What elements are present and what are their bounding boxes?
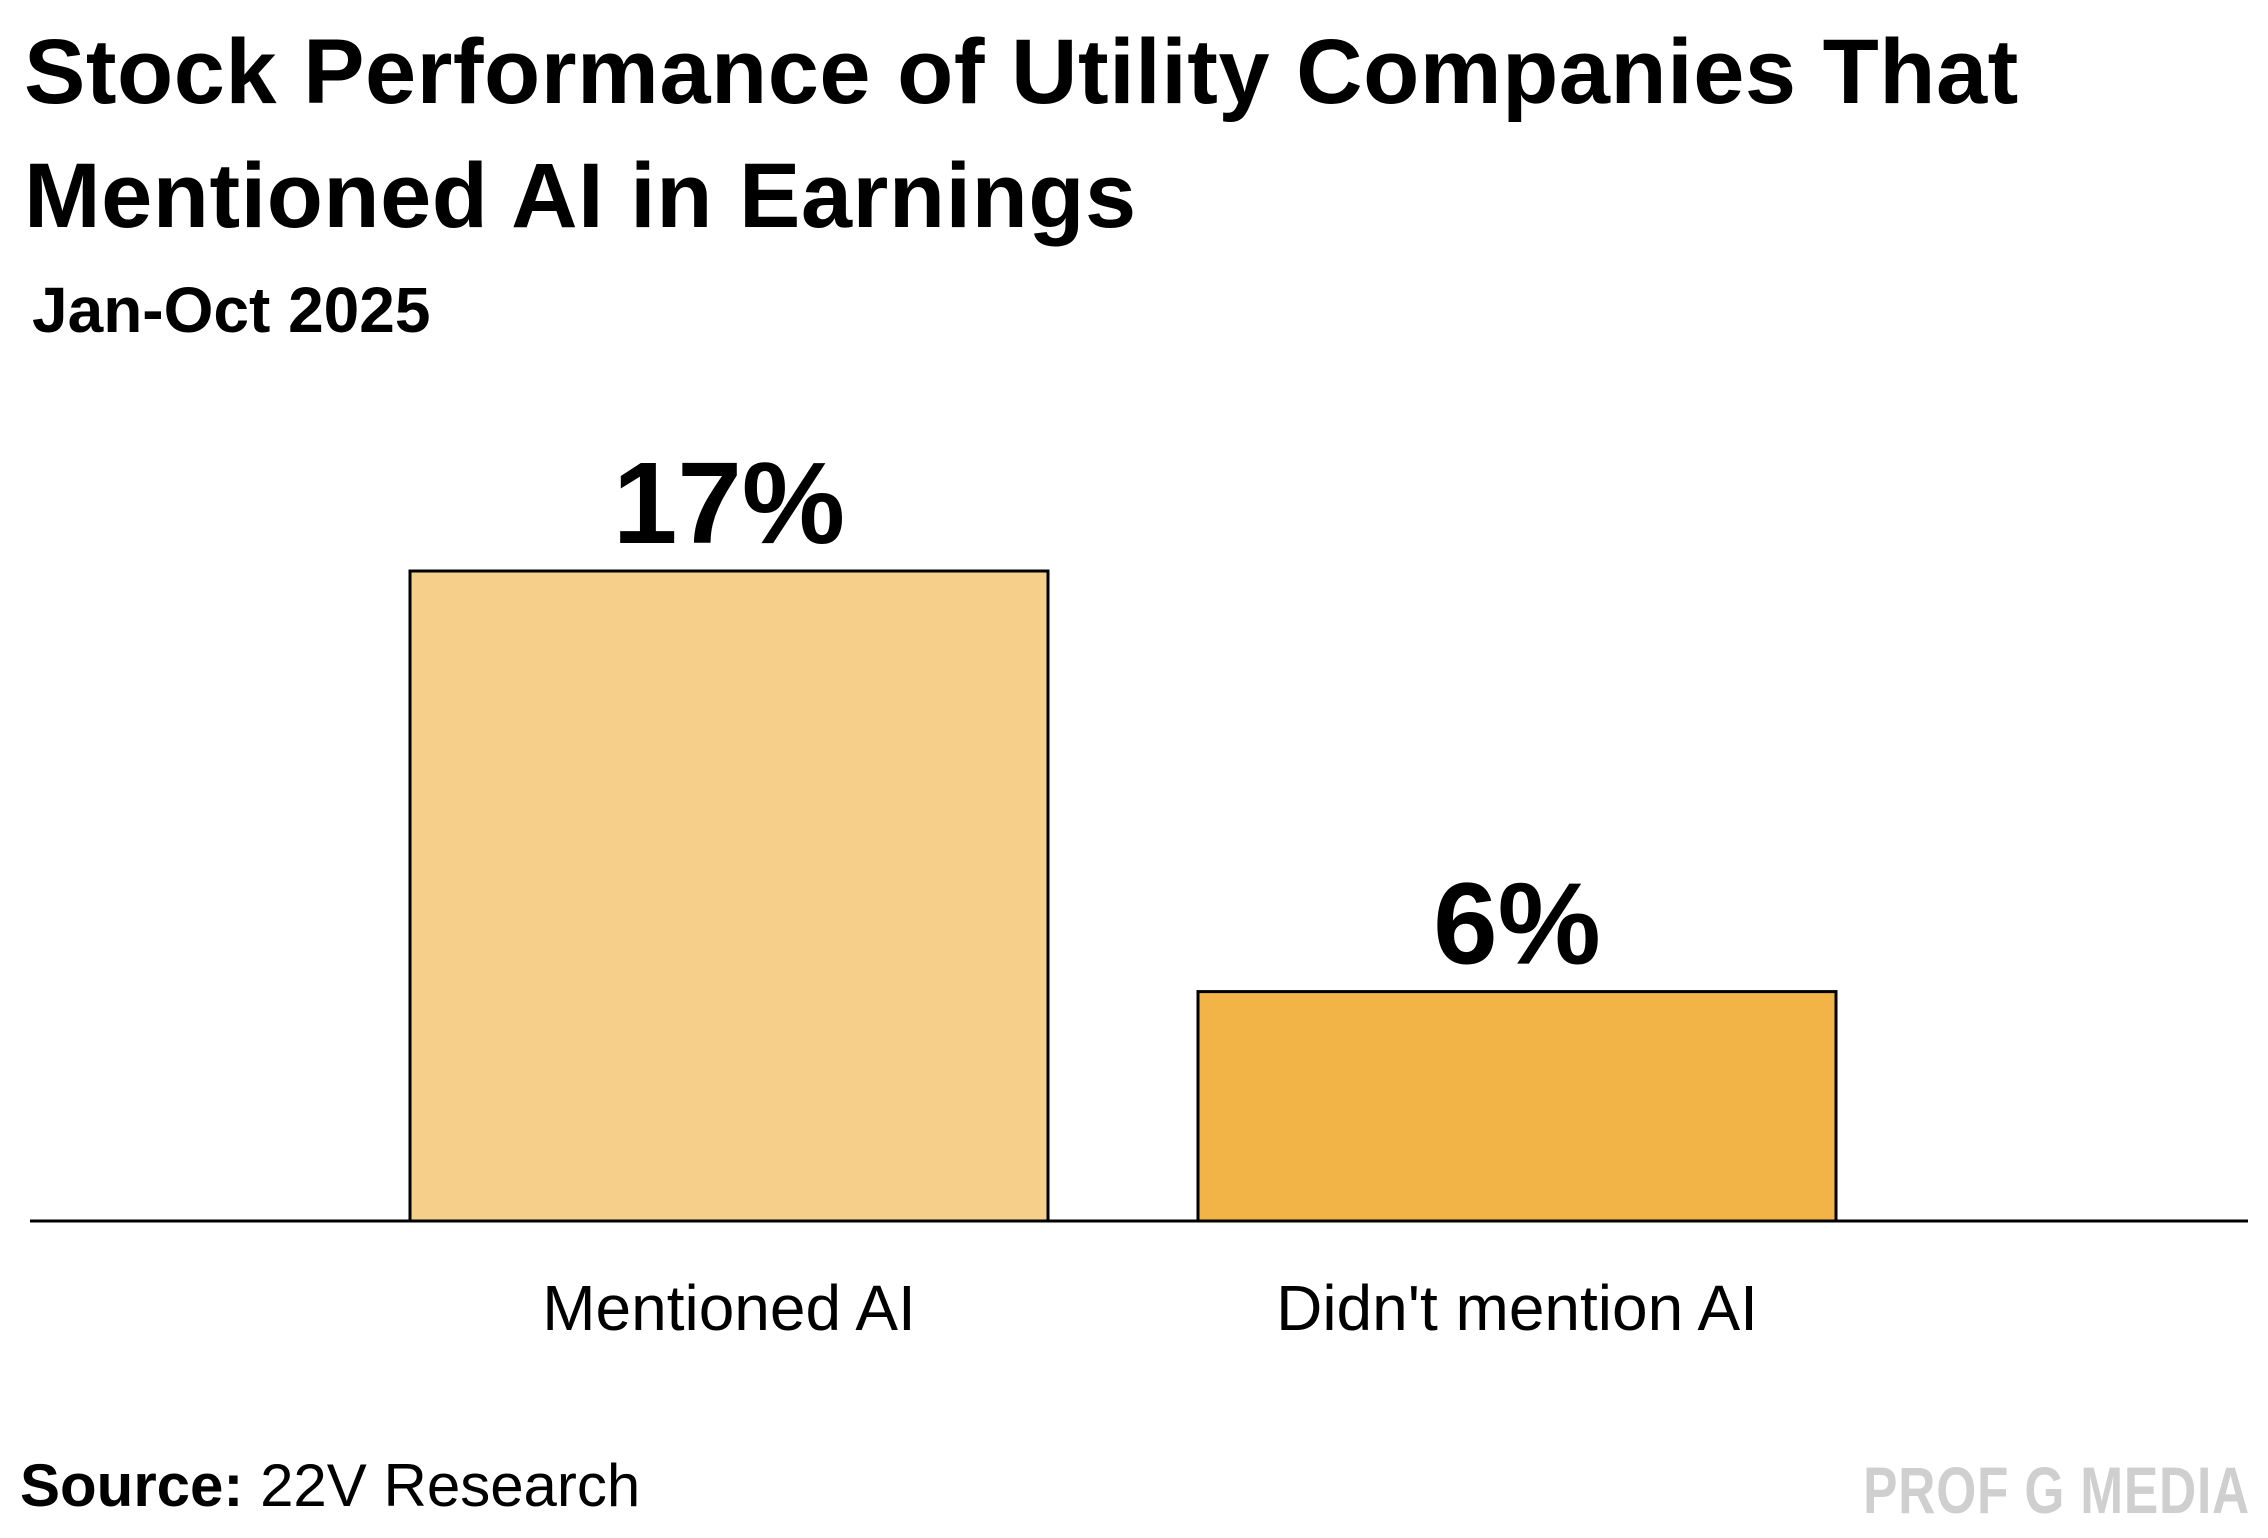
chart-title: Stock Performance of Utility Companies T… [24, 21, 2019, 247]
category-labels-group: Mentioned AI Didn't mention AI [542, 1272, 1758, 1344]
value-label-didn-t-mention-ai: 6% [1433, 859, 1601, 989]
category-label-mentioned-ai: Mentioned AI [542, 1272, 916, 1344]
category-label-didn-t-mention-ai: Didn't mention AI [1276, 1272, 1758, 1344]
value-label-mentioned-ai: 17% [613, 438, 845, 568]
bar-mentioned-ai [408, 569, 1050, 1223]
source-note: Source: 22V Research [20, 1448, 640, 1524]
bar-didn-t-mention-ai [1196, 990, 1838, 1223]
value-labels-group: 17% 6% [613, 438, 1601, 989]
source-label: Source: [20, 1452, 244, 1519]
bars-group [408, 569, 1838, 1223]
chart-subtitle: Jan-Oct 2025 [32, 274, 431, 346]
source-value: 22V Research [260, 1452, 641, 1519]
brand-watermark: PROF G MEDIA [1863, 1453, 2250, 1527]
